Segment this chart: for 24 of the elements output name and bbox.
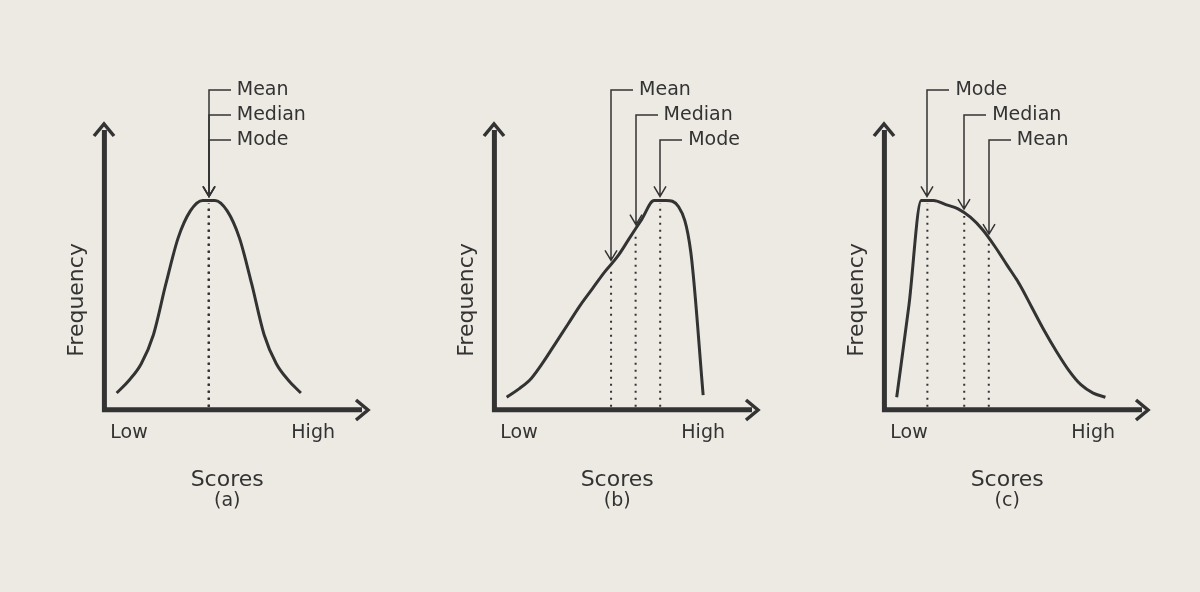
y-axis-title: Frequency [842, 243, 868, 357]
y-axis-title: Frequency [452, 243, 478, 357]
text: Median [992, 101, 1062, 124]
text: Median [236, 101, 306, 124]
x-axis-title: Scores [190, 465, 264, 491]
x-axis-title: Scores [580, 465, 654, 491]
x-tick-label: High [291, 420, 335, 443]
x-tick-label: Low [890, 420, 928, 443]
x-tick-label: Low [500, 420, 538, 443]
text: Mean [236, 76, 289, 99]
x-tick-label: High [681, 420, 725, 443]
text: Mode [688, 126, 740, 149]
text: (a) [213, 488, 241, 511]
x-tick-label: Low [110, 420, 148, 443]
text: Mean [1016, 126, 1069, 149]
x-axis-title: Scores [970, 465, 1044, 491]
text: Median [663, 101, 733, 124]
text: Mean [639, 76, 691, 99]
text: Mode [955, 76, 1008, 99]
y-axis-title: Frequency [62, 243, 88, 357]
text: Mode [236, 126, 289, 149]
x-tick-label: High [1071, 420, 1115, 443]
text: (b) [603, 488, 631, 511]
text: (c) [994, 488, 1020, 511]
